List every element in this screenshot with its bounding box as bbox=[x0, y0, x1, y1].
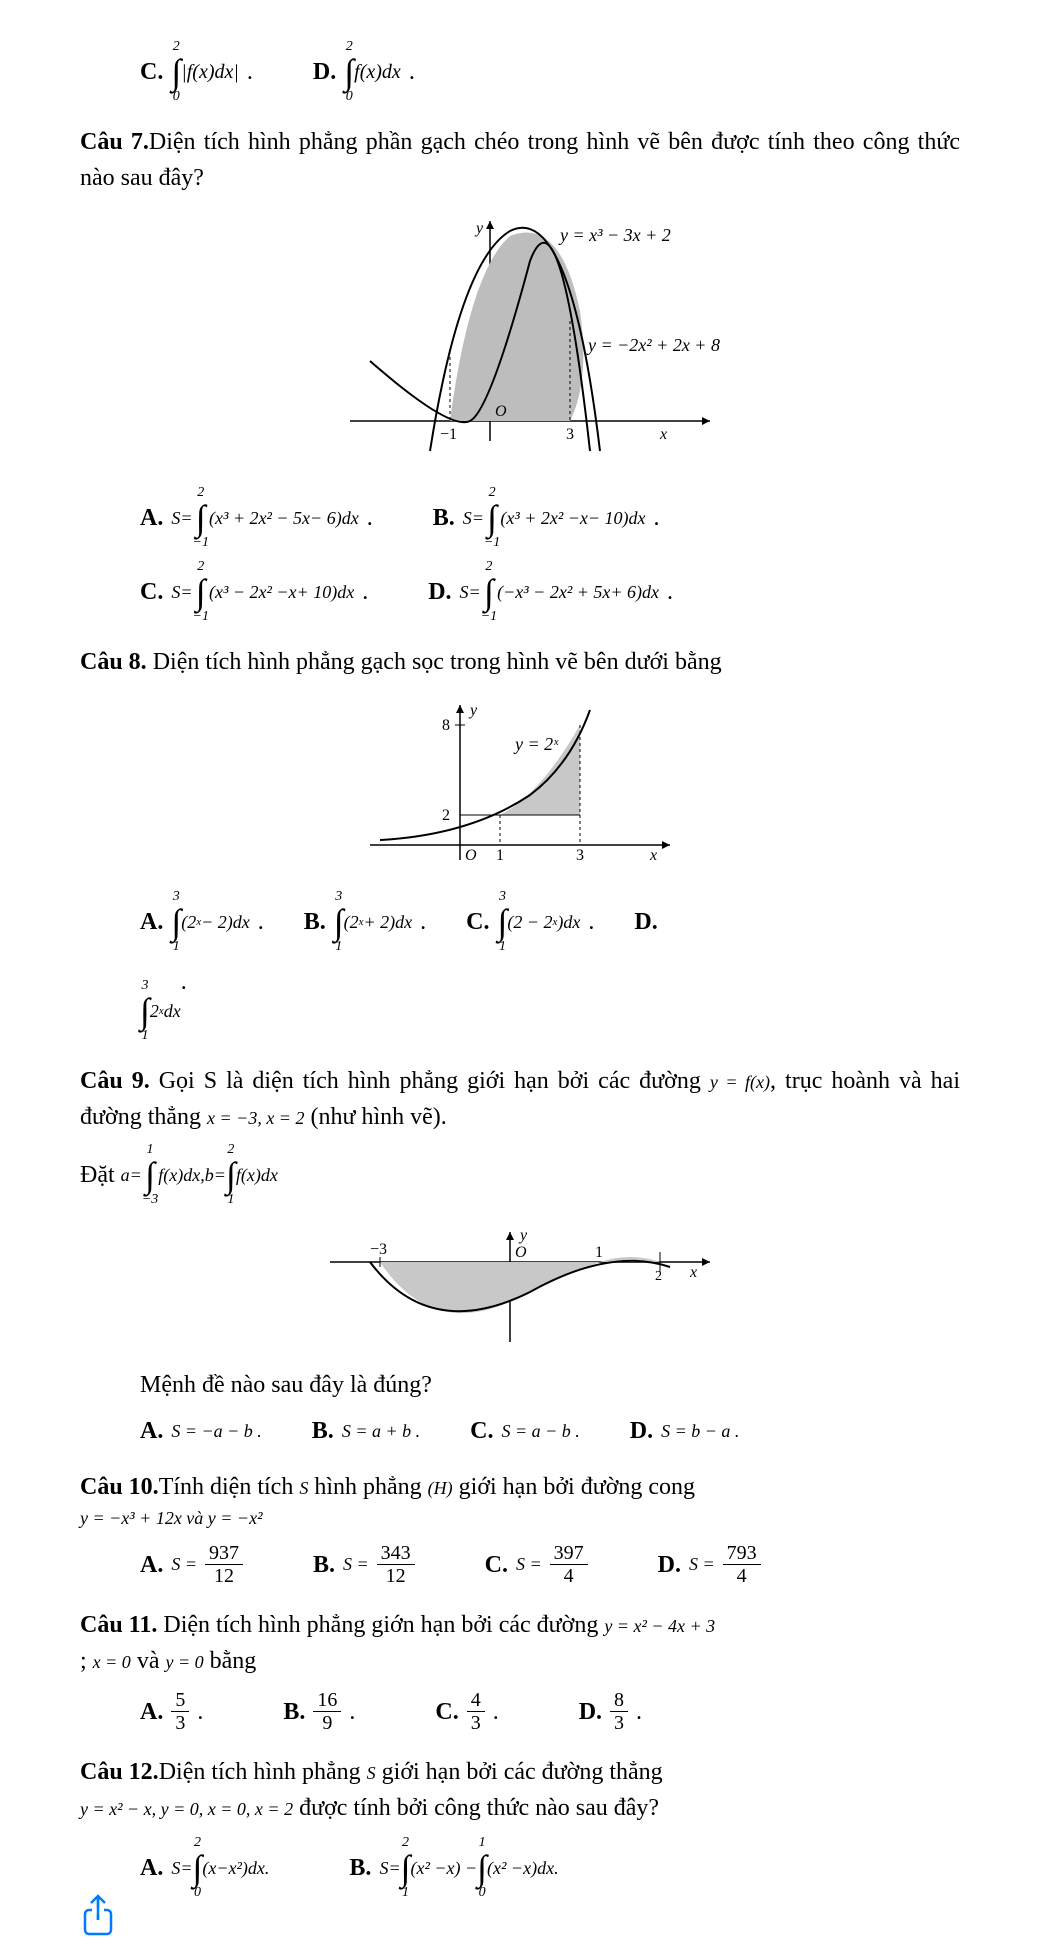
q11-title: Câu 11. Diện tích hình phẳng giớn hạn bở… bbox=[80, 1607, 960, 1679]
q9-option-d: D.S = b − a . bbox=[630, 1413, 740, 1449]
q9-graph: −3 O 1 2 x y bbox=[80, 1222, 960, 1352]
svg-text:3: 3 bbox=[576, 847, 584, 864]
q8-title: Câu 8. Diện tích hình phẳng gạch sọc tro… bbox=[80, 644, 960, 680]
q7-option-a: A. S = 2∫−1(x³ + 2x² − 5x − 6)dx. bbox=[140, 486, 373, 550]
q11-option-b: B. 169. bbox=[283, 1689, 355, 1734]
svg-text:2: 2 bbox=[442, 807, 450, 824]
svg-text:1: 1 bbox=[496, 847, 504, 864]
svg-text:1: 1 bbox=[595, 1244, 603, 1261]
origin-label: O bbox=[495, 403, 507, 420]
q7-option-b: B. S = 2∫−1(x³ + 2x² − x − 10)dx. bbox=[433, 486, 660, 550]
q11-option-d: D. 83. bbox=[579, 1689, 642, 1734]
q8-option-c: C. 3∫1(2 − 2x)dx. bbox=[466, 890, 594, 954]
question-12: Câu 12.Diện tích hình phẳng S giới hạn b… bbox=[80, 1754, 960, 1900]
q7-options-row1: A. S = 2∫−1(x³ + 2x² − 5x − 6)dx. B. S =… bbox=[140, 486, 960, 550]
q10-option-d: D. S = 7934 bbox=[658, 1542, 761, 1587]
svg-text:2: 2 bbox=[655, 1269, 662, 1284]
curve-label: y = 2ˣ bbox=[513, 734, 559, 754]
q9-option-a: A.S = −a − b . bbox=[140, 1413, 262, 1449]
q12-option-b: B. S = 2∫1(x² − x) − 1∫0(x² − x)dx. bbox=[349, 1836, 558, 1900]
q10-eqs: y = −x³ + 12x và y = −x² bbox=[80, 1505, 960, 1532]
q7-title: Câu 7.Diện tích hình phẳng phần gạch ché… bbox=[80, 124, 960, 196]
svg-text:−3: −3 bbox=[370, 1241, 387, 1258]
q6-options-row: C. 2∫0 |f(x)dx| . D. 2∫0 f(x)dx . bbox=[140, 40, 960, 104]
q8-option-d: D. bbox=[634, 890, 657, 954]
svg-text:y: y bbox=[474, 220, 484, 237]
svg-text:x: x bbox=[689, 1264, 697, 1281]
svg-text:y: y bbox=[468, 702, 478, 719]
share-icon[interactable] bbox=[80, 1894, 116, 1938]
svg-text:O: O bbox=[465, 847, 477, 864]
q10-option-a: A. S = 93712 bbox=[140, 1542, 243, 1587]
q11-option-c: C. 43. bbox=[435, 1689, 498, 1734]
q10-option-c: C. S = 3974 bbox=[485, 1542, 588, 1587]
integral-expr: 2∫0 |f(x)dx| bbox=[171, 40, 239, 104]
integral-expr: 2∫0 f(x)dx bbox=[344, 40, 401, 104]
q12-options: A. S = 2∫0(x − x²)dx. B. S = 2∫1(x² − x)… bbox=[140, 1836, 960, 1900]
q7-option-d: D. S = 2∫−1(−x³ − 2x² + 5x + 6)dx. bbox=[428, 560, 673, 624]
q6-option-c: C. 2∫0 |f(x)dx| . bbox=[140, 40, 253, 104]
option-label: D. bbox=[313, 54, 336, 90]
q7-options-row2: C. S = 2∫−1(x³ − 2x² − x + 10)dx. D. S =… bbox=[140, 560, 960, 624]
q7-graph: O −1 3 x y y = x³ − 3x + 2 y = −2x² + 2x… bbox=[80, 211, 960, 471]
q8-graph: 8 2 O 1 3 x y y = 2ˣ bbox=[80, 695, 960, 875]
q10-options: A. S = 93712 B. S = 34312 C. S = 3974 D.… bbox=[140, 1542, 960, 1587]
svg-text:O: O bbox=[515, 1244, 527, 1261]
svg-text:x: x bbox=[659, 426, 667, 443]
q10-title: Câu 10.Câu 10.Tính diện tích Tính diện t… bbox=[80, 1469, 960, 1505]
q8-option-b: B. 3∫1(2x + 2)dx. bbox=[304, 890, 426, 954]
svg-text:3: 3 bbox=[566, 426, 574, 443]
curve1-label: y = x³ − 3x + 2 bbox=[558, 225, 671, 245]
q8-option-a: A. 3∫1(2x − 2)dx. bbox=[140, 890, 264, 954]
q6-option-d: D. 2∫0 f(x)dx . bbox=[313, 40, 415, 104]
q9-prompt: Mệnh đề nào sau đây là đúng? bbox=[140, 1367, 960, 1403]
q8-options-row: A. 3∫1(2x − 2)dx. B. 3∫1(2x + 2)dx. C. 3… bbox=[140, 890, 960, 954]
question-11: Câu 11. Diện tích hình phẳng giớn hạn bở… bbox=[80, 1607, 960, 1734]
svg-text:y: y bbox=[518, 1227, 528, 1244]
svg-text:8: 8 bbox=[442, 717, 450, 734]
q12-option-a: A. S = 2∫0(x − x²)dx. bbox=[140, 1836, 269, 1900]
svg-text:x: x bbox=[649, 847, 657, 864]
q11-option-a: A. 53. bbox=[140, 1689, 203, 1734]
q8-option-d-expr: 3∫12x dx. bbox=[140, 964, 960, 1043]
q9-dat-row: Đặt a = 1∫−3f(x)dx, b = 2∫1f(x)dx bbox=[80, 1143, 960, 1207]
q11-options: A. 53. B. 169. C. 43. D. 83. bbox=[140, 1689, 960, 1734]
q9-option-c: C.S = a − b . bbox=[470, 1413, 580, 1449]
q12-title: Câu 12.Diện tích hình phẳng S giới hạn b… bbox=[80, 1754, 960, 1826]
q7-option-c: C. S = 2∫−1(x³ − 2x² − x + 10)dx. bbox=[140, 560, 368, 624]
option-label: C. bbox=[140, 54, 163, 90]
q9-options: A.S = −a − b . B.S = a + b . C.S = a − b… bbox=[140, 1413, 960, 1449]
curve2-label: y = −2x² + 2x + 8 bbox=[586, 335, 720, 355]
question-7: Câu 7.Diện tích hình phẳng phần gạch ché… bbox=[80, 124, 960, 624]
q10-option-b: B. S = 34312 bbox=[313, 1542, 415, 1587]
svg-text:−1: −1 bbox=[440, 426, 457, 443]
question-9: Câu 9. Gọi S là diện tích hình phẳng giớ… bbox=[80, 1063, 960, 1449]
q9-title: Câu 9. Gọi S là diện tích hình phẳng giớ… bbox=[80, 1063, 960, 1135]
question-10: Câu 10.Câu 10.Tính diện tích Tính diện t… bbox=[80, 1469, 960, 1587]
q9-option-b: B.S = a + b . bbox=[312, 1413, 420, 1449]
question-8: Câu 8. Diện tích hình phẳng gạch sọc tro… bbox=[80, 644, 960, 1043]
